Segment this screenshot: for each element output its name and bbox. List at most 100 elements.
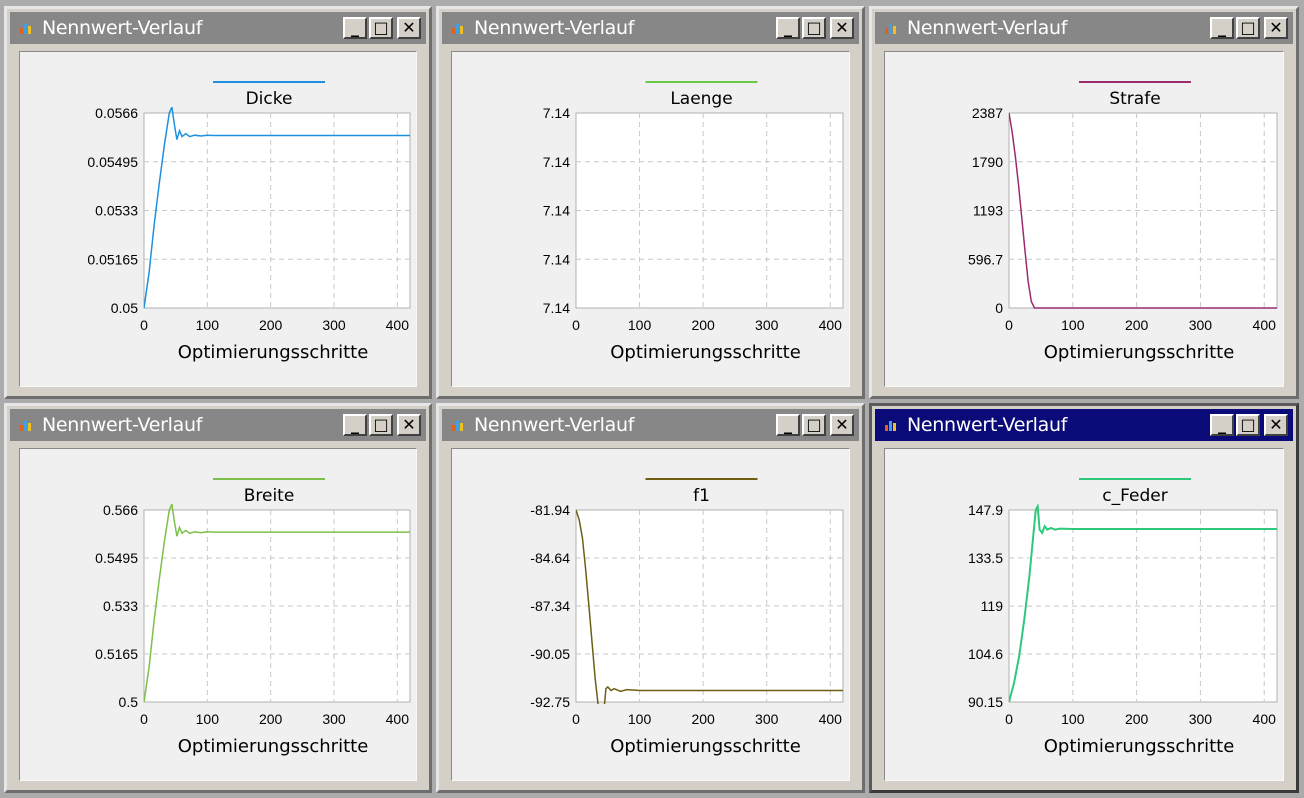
- series-label: f1: [693, 486, 710, 506]
- close-button[interactable]: ✕: [397, 17, 421, 39]
- x-tick-label: 200: [1125, 317, 1149, 333]
- y-tick-label: 7.14: [543, 154, 570, 170]
- close-button[interactable]: ✕: [1264, 414, 1288, 436]
- x-tick-label: 300: [755, 317, 779, 333]
- close-icon: ✕: [1269, 415, 1283, 434]
- y-tick-label: 7.14: [543, 251, 570, 267]
- chart-app-icon[interactable]: [19, 418, 33, 432]
- chart-area: Laenge 7.14 7.14 7.14 7.14 7.14 0 100 200 300 400 O…: [451, 51, 850, 387]
- plot-area: [143, 112, 411, 309]
- series-label: Strafe: [1109, 89, 1160, 109]
- series-line: [1009, 112, 1277, 309]
- maximize-icon: □: [373, 415, 389, 434]
- line-chart: Strafe 0 596.7 1193 1790 2387 0 100 200 300 400 Opt…: [968, 81, 1278, 363]
- chart-window-3[interactable]: Nennwert-Verlauf _ □ ✕ Strafe 0 596.7 1193 1790 2…: [869, 6, 1299, 399]
- window-title: Nennwert-Verlauf: [907, 414, 1068, 436]
- plot-area: [143, 509, 411, 703]
- chart-window-4[interactable]: Nennwert-Verlauf _ □ ✕ Breite 0.5 0.5165 0.533 0…: [4, 403, 432, 793]
- x-axis-label: Optimierungsschritte: [610, 736, 801, 757]
- minimize-button[interactable]: _: [1210, 17, 1234, 39]
- maximize-icon: □: [806, 415, 822, 434]
- chart-window-5[interactable]: Nennwert-Verlauf _ □ ✕ f1 -92.75 -90.05 -87.34 -…: [436, 403, 865, 793]
- close-button[interactable]: ✕: [397, 414, 421, 436]
- window-title: Nennwert-Verlauf: [474, 414, 635, 436]
- minimize-icon: _: [784, 415, 792, 434]
- maximize-icon: □: [806, 18, 822, 37]
- window-titlebar[interactable]: Nennwert-Verlauf _ □ ✕: [442, 12, 859, 44]
- x-axis-label: Optimierungsschritte: [1044, 342, 1235, 363]
- minimize-button[interactable]: _: [776, 17, 800, 39]
- series-label: c_Feder: [1102, 486, 1167, 506]
- chart-window-2[interactable]: Nennwert-Verlauf _ □ ✕ Laenge 7.14 7.14 7.14 7.1…: [436, 6, 865, 399]
- minimize-button[interactable]: _: [343, 17, 367, 39]
- x-tick-label: 300: [1189, 711, 1213, 727]
- chart-app-icon[interactable]: [451, 418, 465, 432]
- x-tick-label: 0: [572, 711, 580, 727]
- line-chart: c_Feder 90.15 104.6 119 133.5 147.9 0 100 200 300…: [968, 478, 1278, 757]
- x-tick-label: 200: [259, 711, 283, 727]
- y-tick-label: 7.14: [543, 300, 570, 316]
- maximize-icon: □: [1240, 18, 1256, 37]
- x-tick-label: 0: [1005, 711, 1013, 727]
- series-label: Breite: [244, 486, 295, 506]
- y-tick-label: 0: [995, 300, 1003, 316]
- series-line: [576, 509, 843, 704]
- chart-area: c_Feder 90.15 104.6 119 133.5 147.9 0 100 200 300…: [884, 448, 1284, 781]
- x-tick-label: 400: [386, 711, 410, 727]
- window-title: Nennwert-Verlauf: [907, 17, 1068, 39]
- window-titlebar[interactable]: Nennwert-Verlauf _ □ ✕: [442, 409, 859, 441]
- close-button[interactable]: ✕: [830, 17, 854, 39]
- y-tick-label: 1790: [972, 154, 1003, 170]
- close-button[interactable]: ✕: [830, 414, 854, 436]
- line-chart: f1 -92.75 -90.05 -87.34 -84.64 -81.94 0 100 200 3…: [530, 478, 844, 757]
- x-tick-label: 300: [322, 711, 346, 727]
- window-title: Nennwert-Verlauf: [42, 17, 203, 39]
- minimize-icon: _: [1218, 415, 1226, 434]
- minimize-button[interactable]: _: [343, 414, 367, 436]
- close-icon: ✕: [835, 18, 849, 37]
- chart-app-icon[interactable]: [451, 21, 465, 35]
- y-tick-label: 0.5495: [95, 550, 138, 566]
- maximize-button[interactable]: □: [369, 17, 393, 39]
- x-tick-label: 100: [1061, 317, 1085, 333]
- y-tick-label: 2387: [972, 105, 1003, 121]
- line-chart: Breite 0.5 0.5165 0.533 0.5495 0.566 0 100 200 30…: [95, 478, 411, 757]
- window-titlebar[interactable]: Nennwert-Verlauf _ □ ✕: [875, 12, 1293, 44]
- chart-app-icon[interactable]: [884, 418, 898, 432]
- maximize-button[interactable]: □: [1236, 414, 1260, 436]
- series-line: [1009, 504, 1277, 703]
- window-titlebar[interactable]: Nennwert-Verlauf _ □ ✕: [875, 409, 1293, 441]
- window-titlebar[interactable]: Nennwert-Verlauf _ □ ✕: [10, 12, 426, 44]
- plot-area: [1008, 509, 1278, 703]
- minimize-button[interactable]: _: [776, 414, 800, 436]
- x-tick-label: 200: [259, 317, 283, 333]
- y-tick-label: 7.14: [543, 203, 570, 219]
- window-title: Nennwert-Verlauf: [42, 414, 203, 436]
- y-tick-label: 0.533: [103, 598, 138, 614]
- chart-app-icon[interactable]: [19, 21, 33, 35]
- x-tick-label: 400: [819, 711, 843, 727]
- series-line: [144, 107, 410, 309]
- maximize-button[interactable]: □: [802, 17, 826, 39]
- y-tick-label: 7.14: [543, 105, 570, 121]
- plot-area: [575, 509, 844, 703]
- y-tick-label: 104.6: [968, 646, 1003, 662]
- maximize-button[interactable]: □: [369, 414, 393, 436]
- minimize-icon: _: [351, 415, 359, 434]
- x-tick-label: 200: [1125, 711, 1149, 727]
- x-tick-label: 100: [1061, 711, 1085, 727]
- chart-window-6[interactable]: Nennwert-Verlauf _ □ ✕ c_Feder 90.15 104.6 119 1…: [869, 403, 1299, 793]
- close-icon: ✕: [1269, 18, 1283, 37]
- maximize-button[interactable]: □: [1236, 17, 1260, 39]
- close-button[interactable]: ✕: [1264, 17, 1288, 39]
- x-tick-label: 100: [628, 711, 652, 727]
- x-tick-label: 100: [196, 711, 220, 727]
- x-tick-label: 400: [386, 317, 410, 333]
- series-label: Laenge: [670, 89, 732, 109]
- chart-app-icon[interactable]: [884, 21, 898, 35]
- maximize-button[interactable]: □: [802, 414, 826, 436]
- minimize-button[interactable]: _: [1210, 414, 1234, 436]
- chart-window-1[interactable]: Nennwert-Verlauf _ □ ✕ Dicke 0.05 0.05165 0.053…: [4, 6, 432, 399]
- window-titlebar[interactable]: Nennwert-Verlauf _ □ ✕: [10, 409, 426, 441]
